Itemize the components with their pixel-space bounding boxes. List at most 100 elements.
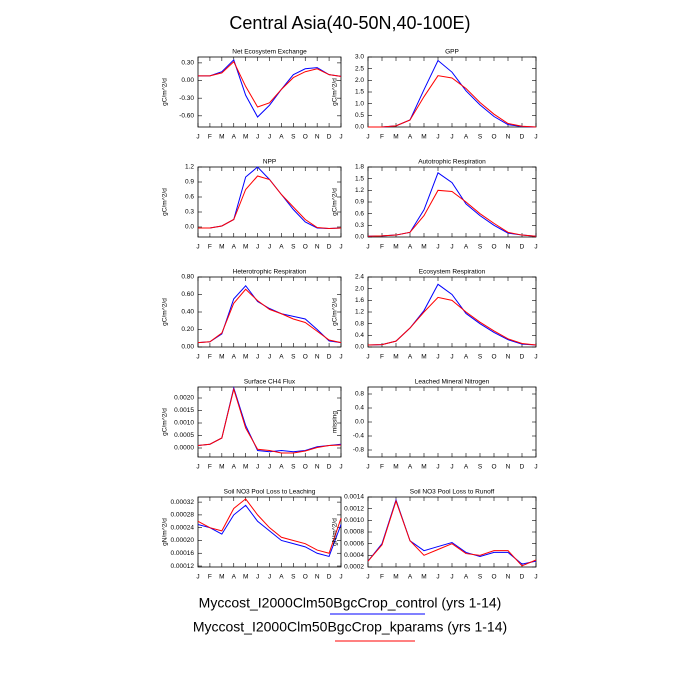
x-tick-label: D [520,244,525,251]
x-tick-label: M [393,574,398,581]
x-tick-label: D [520,574,525,581]
x-tick-label: J [339,464,342,471]
x-tick-label: O [303,244,308,251]
x-tick-label: J [436,134,439,141]
x-tick-label: M [393,134,398,141]
panel-title: Soil NO3 Pool Loss to Leaching [224,489,316,496]
y-axis-label: missing [332,411,339,433]
x-tick-label: M [243,354,248,361]
x-tick-label: A [408,354,413,361]
x-tick-label: J [534,244,537,251]
x-tick-label: J [339,574,342,581]
x-tick-label: A [408,134,413,141]
y-tick-label: -0.30 [179,95,194,102]
x-tick-label: O [303,354,308,361]
x-tick-label: S [478,354,483,361]
x-tick-label: J [256,354,259,361]
x-tick-label: M [243,464,248,471]
x-tick-label: J [534,134,537,141]
legend-label: Myccost_I2000Clm50BgcCrop_kparams (yrs 1… [193,619,507,635]
x-tick-label: N [506,574,511,581]
y-tick-label: 0.30 [181,60,194,67]
x-tick-label: O [491,244,496,251]
x-tick-label: M [219,134,224,141]
x-tick-label: F [208,244,212,251]
x-tick-label: A [232,134,237,141]
x-tick-label: J [450,574,453,581]
x-tick-label: D [520,134,525,141]
legend-label: Myccost_I2000Clm50BgcCrop_control (yrs 1… [199,595,502,611]
x-tick-label: M [243,134,248,141]
y-tick-label: 0.00 [181,77,194,84]
y-tick-label: 0.0 [355,419,364,426]
x-tick-label: A [232,464,237,471]
x-tick-label: O [491,574,496,581]
y-axis-label: gC/m^2/d [162,78,169,106]
x-tick-label: J [268,244,271,251]
x-tick-label: J [450,244,453,251]
panel-title: Surface CH4 Flux [244,379,296,386]
panel-title: Soil NO3 Pool Loss to Runoff [410,489,495,496]
y-tick-label: 0.0010 [344,517,364,524]
x-tick-label: S [478,574,483,581]
x-tick-label: O [491,464,496,471]
x-tick-label: J [268,464,271,471]
x-tick-label: J [534,354,537,361]
plot-frame [197,56,342,128]
y-tick-label: 1.8 [355,164,364,171]
x-tick-label: D [520,464,525,471]
x-tick-label: J [366,354,369,361]
y-tick-label: 1.6 [355,297,364,304]
y-tick-label: 1.0 [355,100,364,107]
y-tick-label: 0.00012 [171,563,195,570]
x-tick-label: J [256,574,259,581]
y-axis-label: gC/m^2/d [162,408,169,436]
y-tick-label: 0.00028 [171,512,195,519]
y-tick-label: 0.8 [355,391,364,398]
x-tick-label: A [408,574,413,581]
series-line [197,386,342,453]
x-tick-label: J [268,574,271,581]
x-tick-label: J [339,354,342,361]
y-tick-label: 0.20 [181,326,194,333]
x-tick-label: M [393,354,398,361]
y-tick-label: 0.0012 [344,505,364,512]
series-line [368,59,537,128]
y-tick-label: 0.8 [355,320,364,327]
y-tick-label: -0.60 [179,113,194,120]
x-tick-label: J [268,134,271,141]
x-tick-label: J [534,464,537,471]
x-tick-label: A [279,134,284,141]
x-tick-label: O [491,134,496,141]
y-tick-label: 0.00 [181,344,194,351]
y-tick-label: 0.6 [355,210,364,217]
x-tick-label: M [393,464,398,471]
x-tick-label: J [196,574,199,581]
x-tick-label: N [315,134,320,141]
plot-frame [367,56,537,128]
x-tick-label: M [219,574,224,581]
x-tick-label: J [366,244,369,251]
y-tick-label: 0.0010 [174,420,194,427]
x-tick-label: F [380,244,384,251]
y-tick-label: -0.8 [353,447,365,454]
x-tick-label: D [327,574,332,581]
y-tick-label: 0.0004 [344,552,364,559]
y-tick-label: 0.3 [185,209,194,216]
x-tick-label: D [327,244,332,251]
x-tick-label: J [268,354,271,361]
y-tick-label: 0.0 [355,344,364,351]
figure-title: Central Asia(40-50N,40-100E) [229,13,470,33]
y-tick-label: 0.0 [185,224,194,231]
series-line [367,499,537,567]
series-line [367,283,537,346]
y-tick-label: 1.2 [355,309,364,316]
y-axis-label: gC/m^2/d [332,188,339,216]
x-tick-label: J [436,354,439,361]
x-tick-label: J [339,134,342,141]
x-tick-label: M [219,464,224,471]
x-tick-label: J [339,244,342,251]
x-tick-label: N [315,244,320,251]
plot-frame [197,276,342,348]
